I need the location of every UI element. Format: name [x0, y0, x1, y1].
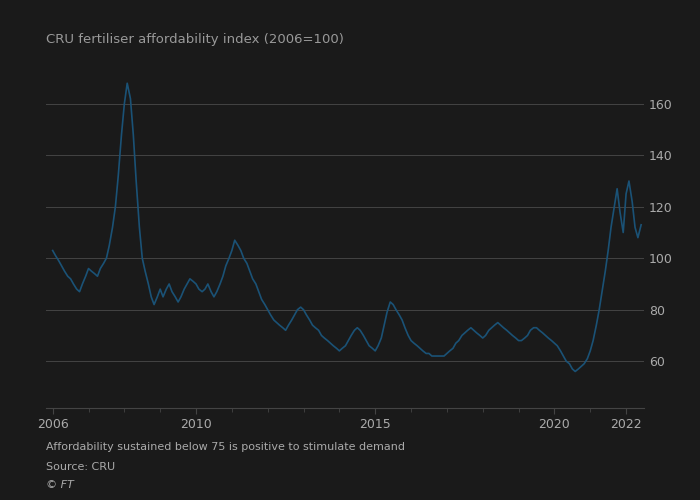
Text: © FT: © FT	[46, 480, 74, 490]
Text: Source: CRU: Source: CRU	[46, 462, 115, 472]
Text: Affordability sustained below 75 is positive to stimulate demand: Affordability sustained below 75 is posi…	[46, 442, 405, 452]
Text: CRU fertiliser affordability index (2006=100): CRU fertiliser affordability index (2006…	[46, 32, 344, 46]
